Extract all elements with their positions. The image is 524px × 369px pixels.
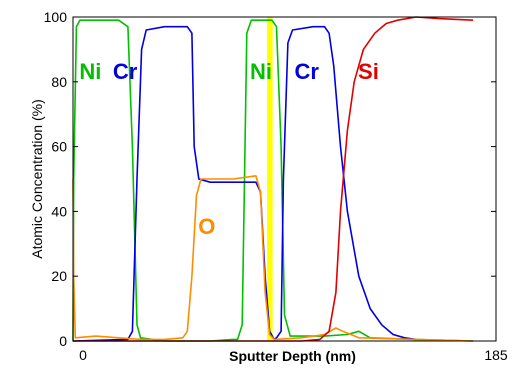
series-line-si-3 <box>73 16 474 342</box>
series-label-cr: Cr <box>113 59 138 84</box>
series-line-o-2 <box>72 175 474 342</box>
y-tick-label: 100 <box>44 9 68 25</box>
series-label-ni: Ni <box>79 59 101 84</box>
x-tick-label: 0 <box>79 347 87 363</box>
y-tick-label: 40 <box>51 203 67 219</box>
y-tick-label: 0 <box>59 333 67 349</box>
series-labels: Ni Cr O Ni Cr Si <box>79 59 378 239</box>
y-tick-label: 80 <box>51 74 67 90</box>
x-axis-ticks: 0 185 <box>79 347 508 363</box>
x-tick-label: 185 <box>484 347 508 363</box>
x-axis-title: Sputter Depth (nm) <box>229 348 356 364</box>
series-label-ni: Ni <box>250 59 272 84</box>
series-group <box>72 16 474 342</box>
plot-frame <box>72 16 497 342</box>
series-line-ni-0 <box>72 19 474 342</box>
y-axis-title: Atomic Concentration (%) <box>29 99 45 259</box>
y-tick-label: 20 <box>51 268 67 284</box>
series-label-o: O <box>198 214 215 239</box>
series-label-si: Si <box>358 59 379 84</box>
y-tick-label: 60 <box>51 139 67 155</box>
highlight-band <box>267 17 273 341</box>
series-label-cr: Cr <box>294 59 319 84</box>
y-axis-ticks: 0 20 40 60 80 100 <box>44 9 496 349</box>
